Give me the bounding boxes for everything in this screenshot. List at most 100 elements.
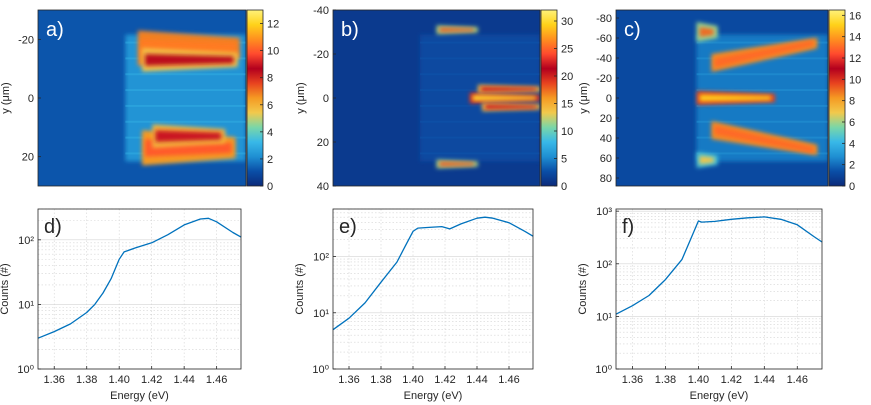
heatmap-stripe [419, 73, 540, 76]
panel-label: a) [46, 19, 64, 41]
ytick-label: 10¹ [596, 311, 612, 323]
xtick-label: 1.44 [173, 374, 194, 386]
colorbar-tick-label: 8 [849, 96, 855, 108]
ytick-label: -40 [313, 5, 329, 17]
panel-label: d) [44, 216, 62, 238]
heatmap-stripe [419, 136, 540, 139]
ytick-label: -80 [596, 13, 612, 25]
series-line [332, 216, 534, 331]
y-axis-label: y (μm) [295, 82, 307, 113]
heatmap-stripe [696, 152, 828, 155]
xtick-label: 1.44 [754, 374, 775, 386]
xtick-label: 1.42 [141, 374, 162, 386]
line-panel-f: 1.36 1.38 1.40 1.42 1.44 1.46 10⁰ 10¹ 10² 10³ Ener… [577, 206, 823, 402]
heatmap-stripe [696, 120, 828, 123]
heatmap-panel-b: -40 -20 0 20 40 y (μm) b) 0 5 10 15 20 25 30 [295, 5, 573, 193]
ytick-label: -20 [313, 49, 329, 61]
colorbar-a: 0 2 4 6 8 10 12 [246, 9, 279, 193]
colorbar-c: 0 2 4 6 8 10 12 14 16 [828, 9, 861, 193]
heatmap-stripe [419, 152, 540, 155]
xtick-label: 1.36 [622, 374, 643, 386]
colorbar-tick-label: 10 [267, 46, 279, 58]
xtick-label: 1.36 [338, 374, 359, 386]
heatmap-stripe [125, 89, 246, 92]
plot-frame [615, 208, 823, 370]
colorbar-tick-label: 0 [267, 181, 273, 193]
heatmap-image-a [38, 10, 246, 186]
ytick-label: 0 [323, 93, 329, 105]
colorbar-tick-label: 25 [561, 44, 573, 56]
series-line [37, 217, 242, 339]
ytick-label: 10⁰ [312, 364, 329, 376]
colorbar-tick-label: 10 [849, 74, 861, 86]
heatmap-stripe [125, 104, 246, 107]
colorbar-bar [246, 9, 264, 187]
xtick-label: 1.38 [370, 374, 391, 386]
ytick-label: 10⁰ [595, 364, 612, 376]
series-line [615, 216, 823, 315]
panel-label: b) [341, 19, 359, 41]
heatmap-stripe [125, 73, 246, 76]
heatmap-stripe [419, 57, 540, 60]
heatmap-stripe [696, 104, 828, 107]
colorbar-bar [828, 9, 846, 187]
ytick-label: 10² [18, 235, 34, 247]
ytick-label: 0 [28, 93, 34, 105]
xtick-label: 1.42 [721, 374, 742, 386]
colorbar-tick-label: 6 [849, 117, 855, 129]
heatmap-lobe-core [439, 27, 474, 32]
ytick-label: -40 [596, 53, 612, 65]
colorbar-tick-label: 15 [561, 99, 573, 111]
colorbar-tick-label: 14 [849, 32, 861, 44]
ytick-label: 40 [317, 181, 329, 193]
ytick-label: 10¹ [18, 299, 34, 311]
xtick-label: 1.40 [108, 374, 129, 386]
colorbar-tick-label: 12 [267, 19, 279, 31]
ytick-label: 80 [600, 173, 612, 185]
colorbar-tick-label: 16 [849, 10, 861, 22]
plot-frame [332, 208, 534, 370]
y-axis-label: Counts (#) [577, 263, 589, 314]
y-axis-label: Counts (#) [294, 263, 306, 314]
ytick-label: 20 [317, 137, 329, 149]
line-panel-d: 1.36 1.38 1.40 1.42 1.44 1.46 10⁰ 10¹ 10² Energy … [0, 208, 242, 402]
xtick-label: 1.42 [434, 374, 455, 386]
heatmap-stripe [419, 41, 540, 44]
colorbar-tick-label: 0 [849, 181, 855, 193]
colorbar-tick-label: 8 [267, 73, 273, 85]
ytick-label: 10¹ [313, 308, 329, 320]
heatmap-panel-a: -20 0 20 y (μm) a) 0 2 4 6 8 10 12 [0, 9, 279, 193]
heatmap-lobe-core [699, 156, 714, 164]
y-axis-label: y (μm) [0, 82, 12, 113]
colorbar-tick-label: 12 [849, 53, 861, 65]
heatmap-lobe-core [480, 87, 536, 92]
ytick-label: -20 [18, 34, 34, 46]
heatmap-lobe-core [714, 125, 814, 153]
y-axis-label: Counts (#) [0, 263, 11, 314]
line-panel-e: 1.36 1.38 1.40 1.42 1.44 1.46 10⁰ 10¹ 10² Energy … [294, 208, 534, 402]
panel-label: f) [622, 216, 634, 238]
xtick-label: 1.46 [206, 374, 227, 386]
heatmap-panel-c: -80 -60 -40 -20 0 20 40 60 80 y (μm) c) 0 2 4 6 8 10 12 14… [578, 9, 861, 193]
heatmap-stripe [419, 104, 540, 107]
heatmap-lobe-core [699, 94, 771, 102]
colorbar-tick-label: 6 [267, 100, 273, 112]
ytick-label: 20 [600, 113, 612, 125]
heatmap-stripe [696, 41, 828, 44]
heatmap-lobe-core [714, 40, 814, 68]
colorbar-tick-label: 2 [849, 160, 855, 172]
panel-label: c) [624, 19, 641, 41]
xtick-label: 1.36 [44, 374, 65, 386]
x-axis-label: Energy (eV) [404, 390, 463, 402]
ytick-label: 20 [22, 152, 34, 164]
colorbar-tick-label: 4 [267, 127, 273, 139]
colorbar-tick-label: 20 [561, 71, 573, 83]
xtick-label: 1.40 [402, 374, 423, 386]
xtick-label: 1.38 [76, 374, 97, 386]
heatmap-lobe-core [439, 161, 474, 167]
heatmap-image-b [333, 10, 540, 186]
colorbar-tick-label: 0 [561, 181, 567, 193]
x-axis-label: Energy (eV) [690, 390, 749, 402]
xtick-label: 1.46 [787, 374, 808, 386]
